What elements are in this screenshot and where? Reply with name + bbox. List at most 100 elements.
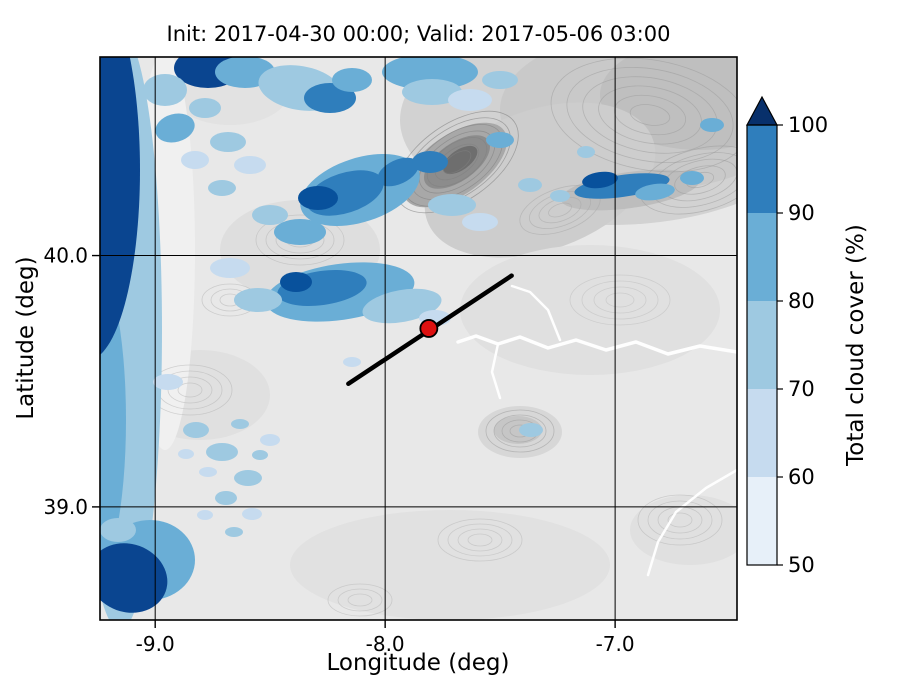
- contour-ring: [447, 523, 513, 557]
- contour-ring: [667, 512, 693, 528]
- contour-ring: [426, 137, 488, 187]
- contour-ring: [467, 533, 493, 547]
- terrain-region: [494, 416, 542, 444]
- plot-frame: [99, 56, 738, 621]
- y-tick-label: 39.0: [43, 495, 88, 519]
- cloud-region: [231, 419, 249, 429]
- station-marker: [419, 319, 439, 338]
- x-tick-label: -7.0: [596, 632, 635, 656]
- cloud-region: [700, 118, 724, 132]
- contour-ring: [605, 292, 635, 308]
- contour-ring: [493, 414, 547, 448]
- contour-ring: [442, 150, 472, 174]
- contour-ring: [327, 583, 393, 617]
- cloud-region: [377, 157, 419, 187]
- cloud-region: [210, 258, 250, 278]
- contour-ring: [629, 104, 671, 126]
- cloud-region: [519, 423, 543, 437]
- cloud-region: [402, 79, 462, 105]
- contour-ring: [437, 518, 523, 562]
- cloud-region: [225, 527, 243, 537]
- terrain-region: [290, 510, 610, 620]
- contour-ring: [550, 57, 737, 173]
- colorbar-segment: [747, 477, 777, 565]
- cloud-region: [582, 171, 618, 189]
- colorbar-tick-label: 50: [788, 553, 815, 577]
- colorbar-label: Total cloud cover (%): [843, 224, 869, 466]
- river: [490, 342, 502, 400]
- contour-ring: [337, 588, 383, 612]
- plot-title: Init: 2017-04-30 00:00; Valid: 2017-05-0…: [166, 22, 671, 46]
- cloud-region: [518, 178, 542, 192]
- cloud-region: [199, 467, 217, 477]
- contour-ring: [593, 286, 647, 314]
- cloud-region: [100, 543, 168, 613]
- colorbar-segment: [747, 389, 777, 477]
- y-tick-label: 40.0: [43, 244, 88, 268]
- x-axis-label: Longitude (deg): [326, 650, 510, 676]
- cloud-region: [143, 74, 187, 106]
- cloud-region: [412, 151, 448, 173]
- colorbar: 100 90 80 70 60 50: [745, 95, 828, 577]
- colorbar-tick-label: 90: [788, 201, 815, 225]
- colorbar-segment: [747, 213, 777, 301]
- contour-ring: [434, 143, 480, 181]
- colorbar-tick-label: 60: [788, 465, 815, 489]
- cloud-region: [462, 213, 498, 231]
- river: [456, 334, 737, 356]
- colorbar-tick-label: 80: [788, 289, 815, 313]
- colorbar-segment: [747, 301, 777, 389]
- cloud-region: [448, 89, 492, 111]
- cloud-region: [274, 219, 326, 245]
- cloud-region: [234, 470, 262, 486]
- cloud-region: [486, 132, 514, 148]
- cloud-region: [181, 151, 209, 169]
- contour-ring: [177, 382, 203, 398]
- contour-ring: [347, 593, 373, 607]
- cloud-region: [280, 272, 312, 292]
- cloud-region: [206, 443, 238, 461]
- cloud-region: [382, 57, 478, 90]
- contour-ring: [647, 500, 713, 540]
- colorbar-segment: [747, 125, 777, 213]
- cloud-region: [234, 156, 266, 174]
- contour-ring: [255, 214, 345, 266]
- cloud-region: [635, 183, 675, 201]
- contour-ring: [566, 67, 734, 163]
- cloud-region: [189, 98, 221, 118]
- x-tick-label: -8.0: [366, 632, 405, 656]
- cloud-region: [343, 357, 361, 367]
- contour-ring: [637, 494, 723, 546]
- cloud-region: [252, 205, 288, 225]
- contour-ring: [569, 274, 671, 326]
- cloud-region: [577, 146, 595, 158]
- colorbar-tick-label: 100: [788, 113, 828, 137]
- contour-ring: [613, 94, 687, 136]
- y-axis-label: Latitude (deg): [13, 256, 39, 420]
- colorbar-over-arrow: [745, 95, 779, 126]
- cloud-region: [482, 71, 518, 89]
- cloud-region: [252, 450, 268, 460]
- colorbar-tick-label: 70: [788, 377, 815, 401]
- cloud-region: [100, 57, 140, 355]
- cloud-region: [183, 422, 209, 438]
- colorbar-frame: [746, 124, 778, 566]
- cloud-region: [197, 510, 213, 520]
- cloud-region: [260, 434, 280, 446]
- cloud-region: [100, 518, 136, 542]
- x-tick-label: -9.0: [136, 632, 175, 656]
- contour-ring: [581, 280, 659, 320]
- cloud-region: [178, 449, 194, 459]
- contour-ring: [548, 202, 572, 218]
- cloud-region: [208, 180, 236, 196]
- cloud-region: [680, 171, 704, 185]
- cloud-region: [215, 491, 237, 505]
- cloud-region: [155, 113, 195, 143]
- cloud-region: [234, 288, 282, 312]
- river: [646, 468, 737, 577]
- cloud-region: [550, 190, 570, 202]
- contour-ring: [485, 409, 555, 453]
- cloud-region: [210, 132, 246, 152]
